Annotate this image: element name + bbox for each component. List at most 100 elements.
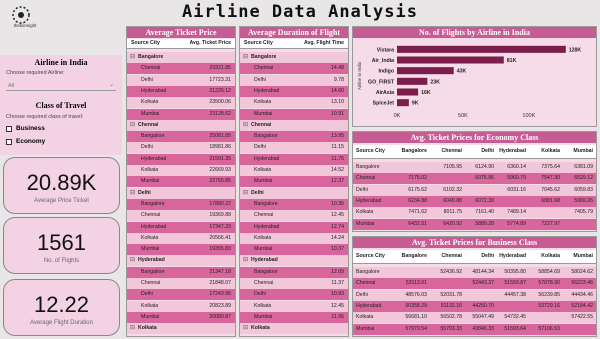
table-row: Kolkata 23500.06	[127, 97, 235, 109]
y-axis-label: Airline in India	[357, 61, 362, 90]
logo-text: thebiinsight	[13, 23, 37, 28]
cell-value: 21347.18	[209, 268, 231, 275]
y-tick-label: Indigo	[378, 69, 394, 75]
source-city: Mumbai	[254, 110, 273, 117]
chart-panel: No. of Flights by Airline in India Airli…	[352, 26, 597, 127]
table-title: Average Ticket Price	[127, 27, 235, 38]
chevron: ⌄	[108, 82, 114, 88]
airline-dropdown[interactable]: All ⌄	[6, 81, 116, 91]
matrix-row: Mumbai 6432.51 6420.92 5889.28 5774.89 7227.9…	[353, 218, 596, 230]
x-tick-label: 50K	[458, 113, 468, 119]
cell-value: 50358.29	[405, 302, 427, 309]
cell-value: 20080.87	[209, 313, 231, 320]
matrix-row: Delhi 48576.03 52031.78 44457.38 56239.85 444…	[353, 289, 596, 301]
y-tick-label: SpiceJet	[373, 101, 395, 107]
source-city: Mumbai	[254, 178, 273, 185]
cell-value: 7227.97	[541, 220, 560, 227]
cell-value: 6072.30	[475, 197, 494, 204]
expand-icon: ⊟	[243, 257, 249, 264]
cell-value: 13.10	[331, 99, 344, 106]
source-city: Bangalore	[254, 200, 278, 207]
cell-value: 6075.96	[475, 175, 494, 182]
table-row: Hyderabad 17347.29	[127, 221, 235, 233]
cell-value: 57106.53	[538, 325, 560, 332]
table-row: Bangalore 25081.85	[127, 131, 235, 143]
cell-value: 44434.46	[571, 291, 593, 298]
column-header: Mumbai	[573, 148, 593, 154]
cell-value: 17347.29	[209, 223, 231, 230]
dropdown-value: All	[8, 83, 15, 89]
cell-value: 6420.92	[443, 220, 462, 227]
cell-value: 7489.14	[507, 209, 526, 216]
chart-title: No. of Flights by Airline in India	[353, 27, 596, 38]
cell-value: 10.83	[331, 291, 344, 298]
filter-prompt: Choose required class of travel:	[6, 114, 84, 120]
data-label: 23K	[430, 79, 440, 85]
cell-value: 6432.51	[408, 220, 427, 227]
cell-value: 43846.33	[472, 325, 494, 332]
source-city: Kolkata	[141, 302, 159, 309]
y-tick-label: AirAsia	[376, 90, 394, 96]
checkbox-option[interactable]: Business	[6, 125, 106, 135]
group-row: ⊟ Bangalore	[240, 52, 348, 63]
y-tick-label: Air_India	[372, 58, 394, 64]
source-city: Delhi	[254, 76, 266, 83]
cell-value: 17880.22	[209, 200, 231, 207]
source-city: Mumbai	[141, 313, 160, 320]
column-header: Bangalore	[401, 253, 427, 259]
source-city: Hyderabad	[356, 197, 382, 204]
cell-value: 7161.40	[475, 209, 494, 216]
matrix-row: Bangalore 7105.95 6124.90 6360.14 7375.64 638…	[353, 162, 596, 173]
kpi-label: No. of Flights	[43, 258, 80, 264]
matrix-row: Hyderabad 6234.88 6049.88 6072.30 6881.68 596…	[353, 195, 596, 207]
matrix-row: Kolkata 56681.10 56502.78 55047.49 54732.45 5…	[353, 312, 596, 324]
cell-value: 7405.79	[574, 209, 593, 216]
source-city: Chennai	[356, 280, 376, 287]
data-label: 81K	[507, 58, 517, 64]
cell-value: 5889.28	[475, 220, 494, 227]
source-city: Bangalore	[254, 268, 278, 275]
column-header: Chennai	[441, 148, 462, 154]
expand-icon: ⊟	[243, 325, 249, 332]
filter-prompt: Choose required Airline:	[6, 70, 65, 76]
column-header: Avg. Ticket Price	[189, 40, 231, 46]
cell-value: 23128.62	[209, 110, 231, 117]
checkbox-label: Business	[16, 125, 45, 132]
source-city: Delhi	[254, 144, 266, 151]
matrix-row: Chennai 53113.01 52443.37 51559.87 57078.90 5…	[353, 278, 596, 290]
source-city: Hyderabad	[254, 87, 280, 94]
table-row: Chennai 11.37	[240, 278, 348, 289]
cell-value: 51559.87	[504, 280, 526, 287]
group-row: ⊟ Delhi	[127, 187, 235, 199]
cell-value: 14.52	[331, 167, 344, 173]
cell-value: 9.78	[333, 76, 344, 83]
source-city: Chennai	[141, 212, 161, 219]
table-row: Bangalore 17880.22	[127, 198, 235, 210]
cell-value: 6381.09	[574, 164, 593, 170]
source-city: Hyderabad	[141, 223, 167, 230]
cell-value: 5774.89	[507, 220, 526, 227]
cell-value: 44457.38	[504, 291, 526, 298]
table-row: Delhi 17243.95	[127, 289, 235, 301]
column-header: Chennai	[441, 253, 462, 259]
column-header: Source City	[356, 148, 385, 154]
cell-value: 56681.10	[405, 314, 427, 321]
checkbox-option[interactable]: Economy	[6, 138, 106, 148]
expand-icon: ⊟	[243, 189, 249, 196]
table-row: Delhi 18981.86	[127, 142, 235, 154]
source-city: Mumbai	[254, 313, 273, 320]
source-city: Hyderabad	[141, 87, 167, 94]
filter-title: Class of Travel	[35, 101, 87, 110]
price-table: Average Ticket Price Source City Avg. Tick…	[126, 26, 236, 337]
cell-value: 51593.64	[504, 325, 526, 332]
source-city: Delhi	[141, 144, 153, 151]
cell-value: 54732.45	[504, 314, 526, 321]
cell-value: 56223.46	[571, 280, 593, 287]
cell-value: 57422.55	[571, 314, 593, 321]
cell-value: 17243.95	[209, 291, 231, 298]
table-row: Kolkata 14.24	[240, 232, 348, 244]
expand-icon: ⊟	[243, 54, 249, 60]
matrix-row: Bangalore 52436.92 48144.34 50395.80 58854.6…	[353, 267, 596, 278]
cell-value: 11.15	[331, 144, 344, 151]
column-header: Mumbai	[573, 253, 593, 259]
